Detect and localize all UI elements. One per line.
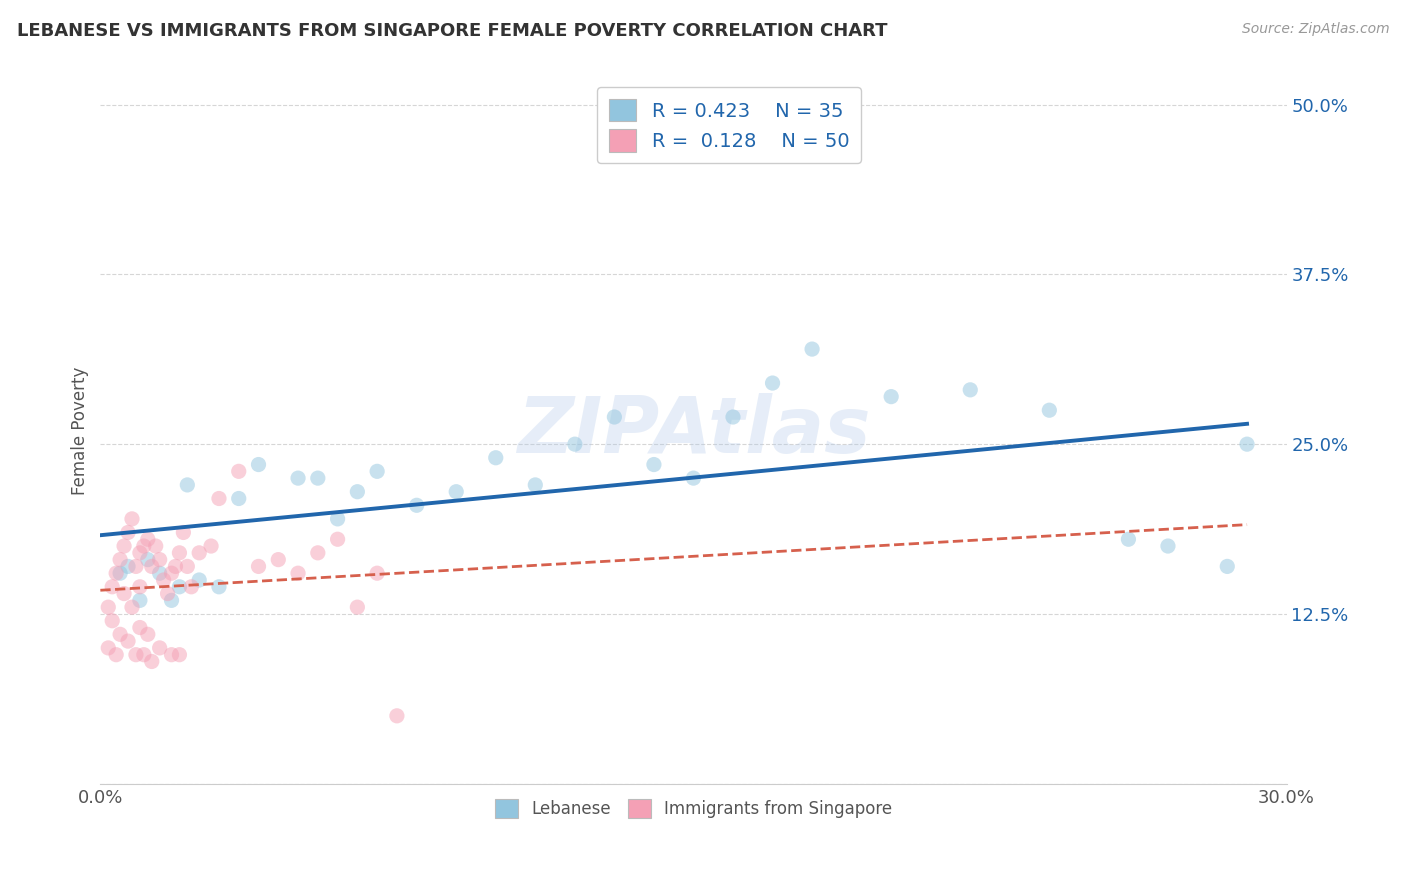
Point — [128, 593, 150, 607]
Text: ZIPAtlas: ZIPAtlas — [517, 392, 870, 468]
Point — [1157, 539, 1180, 553]
Point — [366, 566, 388, 581]
Point — [132, 648, 155, 662]
Point — [524, 478, 547, 492]
Point — [287, 566, 309, 581]
Point — [169, 648, 191, 662]
Point — [141, 655, 163, 669]
Point — [152, 573, 174, 587]
Point — [149, 640, 172, 655]
Point — [1038, 403, 1060, 417]
Point — [721, 409, 744, 424]
Point — [188, 546, 211, 560]
Point — [188, 573, 211, 587]
Point — [136, 627, 159, 641]
Point — [156, 586, 179, 600]
Point — [959, 383, 981, 397]
Point — [169, 546, 191, 560]
Y-axis label: Female Poverty: Female Poverty — [72, 367, 89, 495]
Point — [105, 566, 128, 581]
Point — [141, 559, 163, 574]
Point — [1216, 559, 1239, 574]
Point — [165, 559, 187, 574]
Point — [149, 552, 172, 566]
Point — [326, 533, 349, 547]
Point — [125, 648, 148, 662]
Point — [228, 491, 250, 506]
Point — [128, 580, 150, 594]
Point — [307, 546, 329, 560]
Point — [176, 559, 198, 574]
Text: Source: ZipAtlas.com: Source: ZipAtlas.com — [1241, 22, 1389, 37]
Point — [105, 648, 128, 662]
Point — [160, 648, 183, 662]
Legend: Lebanese, Immigrants from Singapore: Lebanese, Immigrants from Singapore — [488, 792, 898, 825]
Point — [307, 471, 329, 485]
Point — [108, 627, 131, 641]
Point — [208, 580, 231, 594]
Point — [405, 498, 427, 512]
Point — [136, 533, 159, 547]
Point — [108, 552, 131, 566]
Point — [117, 634, 139, 648]
Point — [169, 580, 191, 594]
Point — [326, 512, 349, 526]
Point — [1118, 533, 1140, 547]
Point — [101, 614, 124, 628]
Point — [444, 484, 467, 499]
Point — [176, 478, 198, 492]
Point — [121, 600, 143, 615]
Point — [346, 600, 368, 615]
Point — [603, 409, 626, 424]
Point — [101, 580, 124, 594]
Point — [208, 491, 231, 506]
Point — [112, 539, 135, 553]
Point — [149, 566, 172, 581]
Point — [125, 559, 148, 574]
Point — [132, 539, 155, 553]
Point — [643, 458, 665, 472]
Point — [228, 464, 250, 478]
Point — [247, 458, 270, 472]
Point — [160, 593, 183, 607]
Point — [117, 559, 139, 574]
Point — [97, 600, 120, 615]
Point — [564, 437, 586, 451]
Text: LEBANESE VS IMMIGRANTS FROM SINGAPORE FEMALE POVERTY CORRELATION CHART: LEBANESE VS IMMIGRANTS FROM SINGAPORE FE… — [17, 22, 887, 40]
Point — [180, 580, 202, 594]
Point — [801, 342, 824, 356]
Point — [385, 708, 408, 723]
Point — [128, 546, 150, 560]
Point — [160, 566, 183, 581]
Point — [247, 559, 270, 574]
Point — [97, 640, 120, 655]
Point — [128, 621, 150, 635]
Point — [136, 552, 159, 566]
Point — [485, 450, 508, 465]
Point — [145, 539, 167, 553]
Point — [287, 471, 309, 485]
Point — [172, 525, 194, 540]
Point — [112, 586, 135, 600]
Point — [200, 539, 222, 553]
Point — [117, 525, 139, 540]
Point — [366, 464, 388, 478]
Point — [1236, 437, 1258, 451]
Point — [682, 471, 704, 485]
Point — [121, 512, 143, 526]
Point — [346, 484, 368, 499]
Point — [267, 552, 290, 566]
Point — [761, 376, 783, 390]
Point — [880, 390, 903, 404]
Point — [108, 566, 131, 581]
